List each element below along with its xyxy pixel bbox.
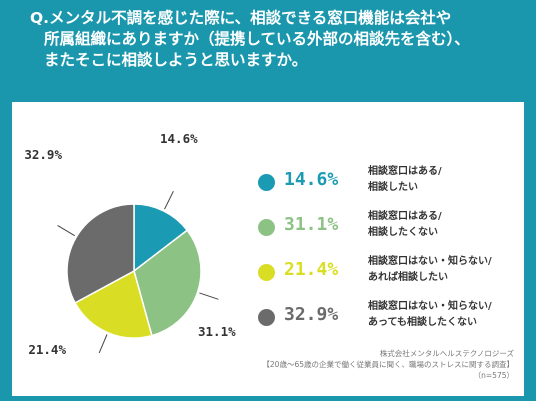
source-company: 株式会社メンタルヘルステクノロジーズ [379,349,514,358]
legend-dot-4 [258,309,275,326]
pie-slice-4 [66,203,135,304]
question-line-2: 所属組織にありますか（提携している外部の相談先を含む）、 [44,30,470,48]
question-line-1: Q.メンタル不調を感じた際に、相談できる窓口機能は会社や [30,9,452,27]
legend-label-1: 相談窓口はある/ 相談したい [368,166,442,193]
pie-slice-2 [133,229,202,337]
legend-label-3: 相談窓口はない・知らない/ あれば相談したい [368,256,492,283]
legend-value-1: 14.6% [284,169,339,190]
legend-dot-2 [258,219,275,236]
pie-slice-1 [133,203,189,273]
legend-dot-1 [258,174,275,191]
slice-label-4: 32.9% [24,147,62,162]
legend-label-4: 相談窓口はない・知らない/ あっても相談したくない [368,301,492,328]
legend-label-2: 相談窓口はある/ 相談したくない [368,211,442,238]
chart-panel: 14.6% 31.1% 21.4% 32.9% 14.6% 相談窓口はある/ 相談した… [12,102,524,396]
leader-line-3 [98,334,108,354]
leader-line-4 [57,225,75,237]
pie-slice-3 [74,269,153,339]
legend-dot-3 [258,264,275,281]
source-survey: 【20歳～65歳の企業で働く従業員に聞く、職場のストレスに関する調査】 [262,360,514,369]
question-line-3: またそこに相談しようと思いますか。 [44,51,308,69]
source-note: 株式会社メンタルヘルステクノロジーズ 【20歳～65歳の企業で働く従業員に聞く、… [262,348,514,381]
survey-question: Q.メンタル不調を感じた際に、相談できる窓口機能は会社や 所属組織にありますか（… [30,8,526,71]
legend-item-4: 32.9% 相談窓口はない・知らない/ あっても相談したくない [258,299,518,339]
legend-item-2: 31.1% 相談窓口はある/ 相談したくない [258,209,518,249]
slice-label-2: 31.1% [198,324,236,339]
legend-item-1: 14.6% 相談窓口はある/ 相談したい [258,164,518,204]
leader-line-2 [199,292,219,300]
leader-line-1 [164,190,174,210]
source-sample-size: （n=575） [473,371,514,380]
slice-label-1: 14.6% [160,131,198,146]
legend-item-3: 21.4% 相談窓口はない・知らない/ あれば相談したい [258,254,518,294]
legend-value-2: 31.1% [284,214,339,235]
legend-value-4: 32.9% [284,304,339,325]
legend-value-3: 21.4% [284,259,339,280]
slice-label-3: 21.4% [28,342,66,357]
pie-chart: 14.6% 31.1% 21.4% 32.9% [24,131,236,357]
